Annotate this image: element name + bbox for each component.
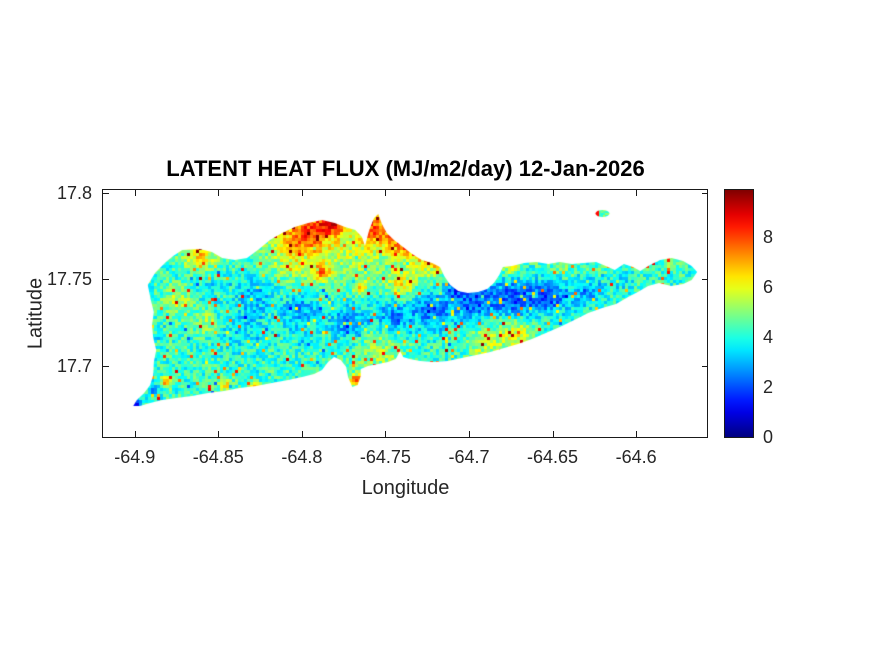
tick-mark xyxy=(552,190,554,196)
colorbar-tick-label: 8 xyxy=(763,227,774,248)
tick-mark xyxy=(469,431,470,437)
tick-mark xyxy=(301,190,303,196)
x-tick-label: -64.6 xyxy=(615,447,657,467)
plot-title: LATENT HEAT FLUX (MJ/m2/day) 12-Jan-2026 xyxy=(166,156,645,181)
colorbar-gradient xyxy=(725,190,753,437)
y-tick-label: 17.7 xyxy=(56,356,92,377)
x-tick-label: -64.7 xyxy=(448,447,490,467)
tick-mark xyxy=(103,279,109,281)
colorbar-tick-label: 4 xyxy=(763,327,774,348)
tick-mark xyxy=(702,279,708,281)
tick-mark xyxy=(218,431,220,437)
tick-mark xyxy=(636,190,638,196)
tick-mark xyxy=(385,190,387,196)
colorbar-tick-label: 2 xyxy=(763,377,774,398)
y-tick-label: 17.8 xyxy=(56,182,92,203)
tick-mark xyxy=(469,190,470,196)
colorbar-tick-label: 6 xyxy=(763,277,774,298)
y-tick-label: 17.75 xyxy=(46,269,92,290)
tick-mark xyxy=(134,431,136,437)
tick-mark xyxy=(636,431,638,437)
tick-mark xyxy=(385,431,387,437)
x-tick-label: -64.65 xyxy=(527,447,579,467)
tick-mark xyxy=(301,431,303,437)
tick-mark xyxy=(702,366,708,368)
colorbar-tick-label: 0 xyxy=(763,427,774,447)
x-tick-label: -64.85 xyxy=(192,447,244,467)
x-tick-label: -64.8 xyxy=(281,447,323,467)
tick-mark xyxy=(218,190,220,196)
x-tick-label: -64.9 xyxy=(114,447,156,467)
y-axis-label: Latitude xyxy=(24,277,47,350)
x-tick-label: -64.75 xyxy=(359,447,411,467)
heatmap-canvas xyxy=(103,190,708,437)
plot-box xyxy=(102,189,708,438)
tick-mark xyxy=(103,192,109,194)
tick-mark xyxy=(103,366,109,368)
tick-mark xyxy=(702,192,708,194)
tick-mark xyxy=(552,431,554,437)
colorbar xyxy=(724,189,754,438)
x-axis-label: Longitude xyxy=(361,477,450,499)
tick-mark xyxy=(134,190,136,196)
